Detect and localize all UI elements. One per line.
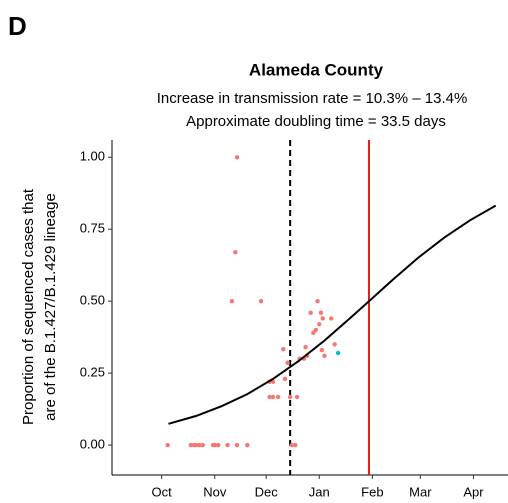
data-point — [308, 310, 313, 315]
data-point — [212, 442, 217, 448]
data-point — [281, 347, 286, 352]
data-point — [200, 442, 205, 448]
data-point — [335, 350, 341, 356]
y-tick-label: 0.25 — [80, 365, 105, 380]
data-point — [317, 321, 322, 327]
data-point — [234, 155, 240, 160]
data-point — [313, 327, 319, 333]
data-point — [225, 442, 230, 448]
y-axis-label: Proportion of sequenced cases that — [20, 188, 37, 425]
data-point — [258, 298, 264, 304]
y-axis-label: are of the B.1.427/B.1.429 lineage — [42, 193, 59, 421]
x-tick-label: Mar — [409, 484, 432, 499]
data-point — [332, 342, 337, 347]
x-tick-label: Feb — [361, 484, 383, 499]
data-point — [329, 316, 334, 321]
data-point — [216, 442, 221, 448]
data-point — [267, 394, 272, 400]
data-point — [287, 394, 293, 400]
y-tick-label: 0.75 — [80, 221, 105, 236]
subtitle: Approximate doubling time = 33.5 days — [186, 113, 446, 130]
data-point — [193, 442, 199, 448]
panel-label: D — [8, 11, 27, 41]
data-point — [285, 360, 290, 365]
subtitle: Increase in transmission rate = 10.3% – … — [157, 90, 468, 107]
x-tick-label: Jan — [309, 484, 330, 499]
y-tick-label: 0.50 — [80, 293, 105, 308]
data-point — [322, 353, 327, 359]
x-tick-label: Apr — [463, 484, 484, 499]
data-point — [294, 394, 300, 400]
fit-curve — [168, 204, 497, 425]
data-point — [270, 394, 276, 400]
x-tick-label: Dec — [255, 484, 279, 499]
x-tick-label: Oct — [152, 484, 173, 499]
data-point — [229, 298, 235, 304]
data-point — [245, 442, 250, 448]
data-point — [293, 442, 298, 448]
data-point — [233, 250, 238, 255]
data-point — [234, 442, 240, 448]
y-tick-label: 1.00 — [80, 149, 105, 164]
data-point — [188, 442, 193, 448]
data-point — [289, 442, 295, 448]
data-point — [275, 394, 281, 400]
data-point — [311, 330, 316, 336]
data-point — [318, 310, 324, 315]
data-point — [165, 442, 170, 448]
y-tick-label: 0.00 — [80, 437, 105, 452]
data-point — [319, 347, 325, 353]
data-point — [282, 376, 288, 382]
data-point — [197, 442, 202, 448]
data-point — [303, 345, 308, 350]
x-tick-label: Nov — [203, 484, 227, 499]
data-point — [320, 316, 325, 321]
chart-title: Alameda County — [249, 60, 384, 79]
data-point — [315, 298, 320, 304]
